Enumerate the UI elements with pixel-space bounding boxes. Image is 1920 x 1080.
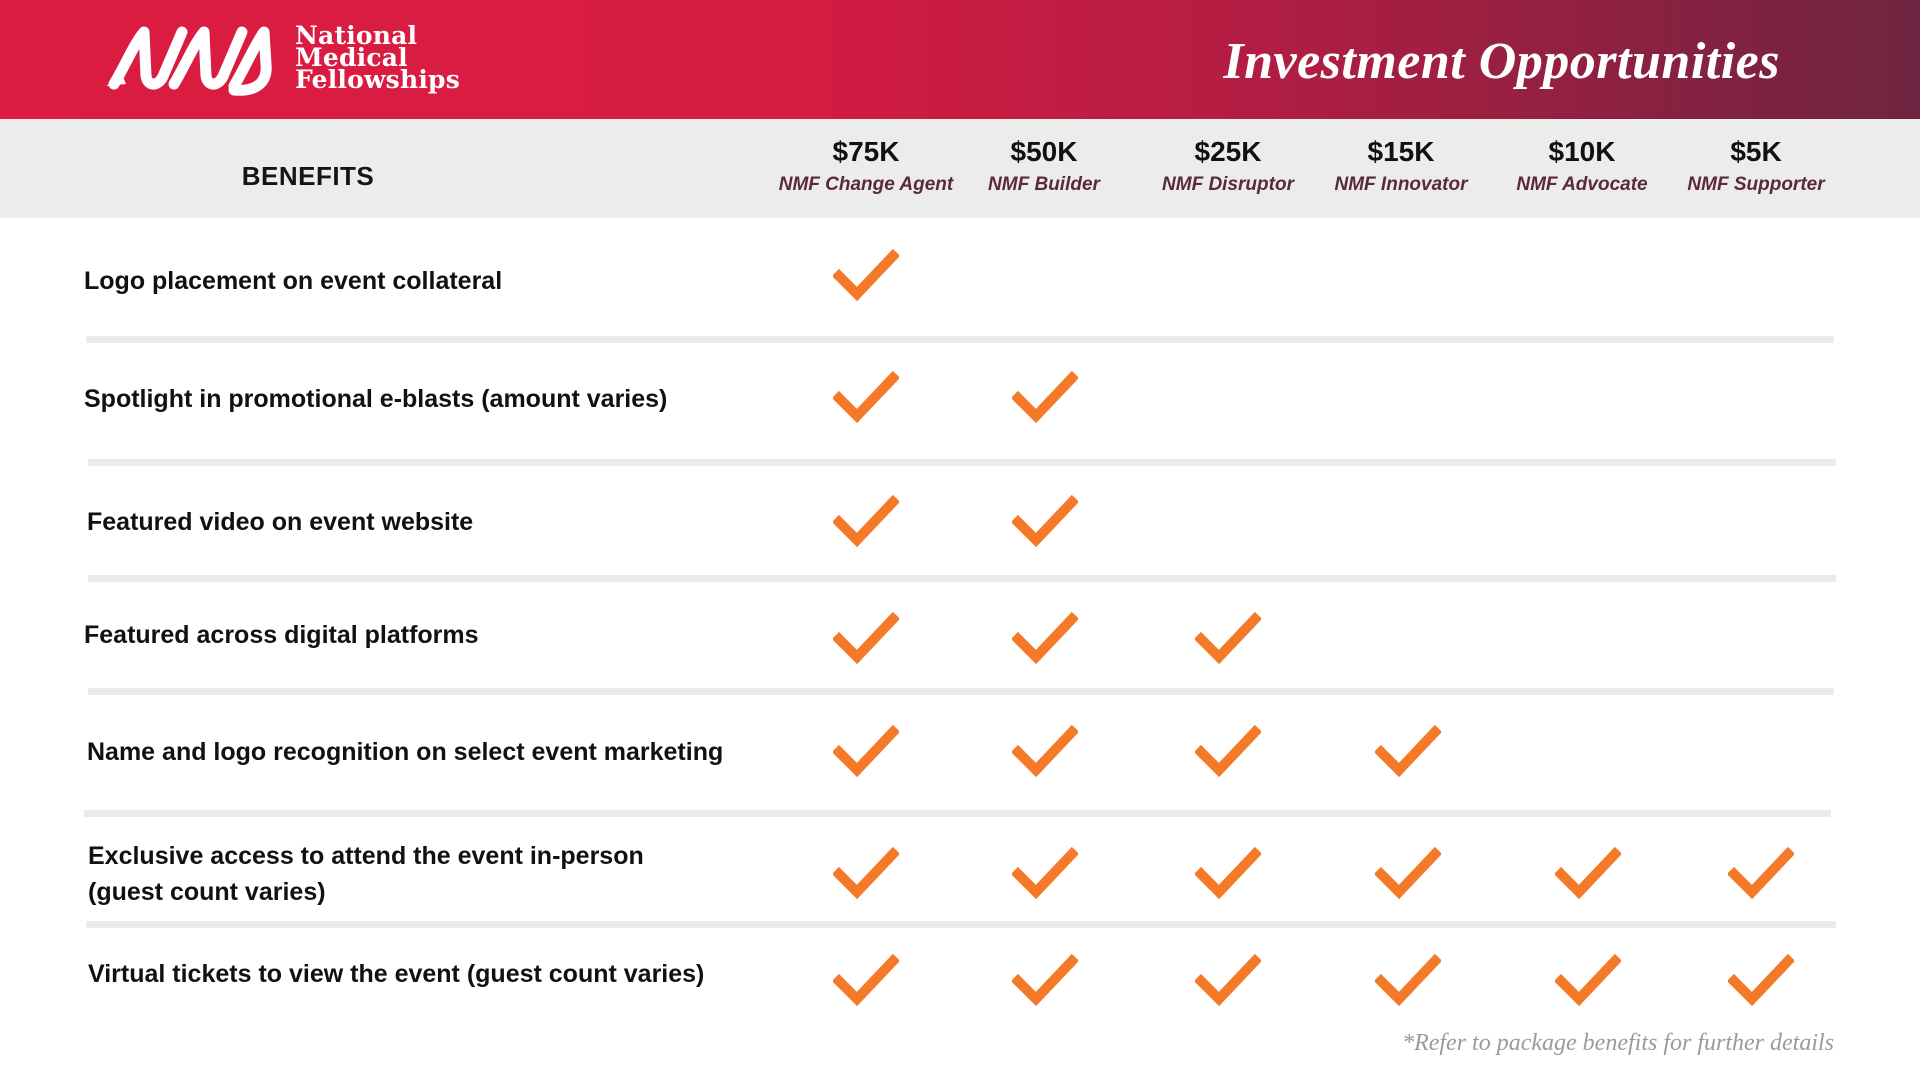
header-banner: National Medical Fellowships Investment … [0, 0, 1920, 119]
checkmark-icon [1375, 846, 1441, 900]
checkmark-icon [833, 724, 899, 778]
row-divider [86, 921, 1836, 928]
benefit-label-logo-placement: Logo placement on event collateral [84, 267, 503, 295]
tier-price: $10K [1548, 136, 1616, 167]
checkmark-icon [833, 248, 899, 302]
tier-header-50k: $50K NMF Builder [944, 135, 1144, 201]
checkmark-icon [833, 953, 899, 1007]
tier-price: $15K [1367, 136, 1435, 167]
tier-header-5k: $5K NMF Supporter [1656, 135, 1856, 201]
row-divider [88, 459, 1836, 466]
tier-header-15k: $15K NMF Innovator [1301, 135, 1501, 201]
nmf-logo-icon [106, 26, 272, 96]
row-divider [88, 688, 1834, 695]
page-title: Investment Opportunities [1223, 33, 1780, 90]
benefit-label-spotlight-eblasts: Spotlight in promotional e-blasts (amoun… [84, 385, 668, 413]
tier-name: NMF Builder [988, 174, 1100, 195]
checkmark-icon [1195, 724, 1261, 778]
logo-line-1: National [295, 21, 418, 50]
benefit-label-virtual-tickets: Virtual tickets to view the event (guest… [88, 960, 705, 988]
tier-name: NMF Change Agent [778, 174, 954, 195]
checkmark-icon [1375, 953, 1441, 1007]
benefit-label-digital-platforms: Featured across digital platforms [84, 621, 479, 649]
benefits-column-header: BENEFITS [241, 161, 375, 191]
benefit-label-featured-video: Featured video on event website [87, 508, 474, 536]
row-divider [88, 575, 1836, 582]
checkmark-icon [1195, 611, 1261, 665]
row-divider [84, 810, 1831, 817]
tier-name: NMF Supporter [1687, 174, 1825, 195]
tier-price: $25K [1194, 136, 1262, 167]
organization-name: National Medical Fellowships [295, 21, 460, 94]
checkmark-icon [1012, 370, 1078, 424]
logo-line-3: Fellowships [295, 65, 460, 94]
checkmark-icon [1375, 724, 1441, 778]
footnote: *Refer to package benefits for further d… [1402, 1030, 1834, 1056]
tier-name: NMF Advocate [1516, 174, 1648, 195]
checkmark-icon [1728, 846, 1794, 900]
checkmark-icon [1012, 953, 1078, 1007]
benefit-label-exclusive-access: Exclusive access to attend the event in-… [88, 842, 644, 870]
checkmark-icon [1555, 953, 1621, 1007]
checkmark-icon [1728, 953, 1794, 1007]
tier-header-10k: $10K NMF Advocate [1482, 135, 1682, 201]
logo-line-2: Medical [295, 43, 408, 72]
tier-header-75k: $75K NMF Change Agent [766, 135, 966, 201]
tier-header-25k: $25K NMF Disruptor [1128, 135, 1328, 201]
checkmark-icon [1012, 494, 1078, 548]
checkmark-icon [833, 494, 899, 548]
tier-name: NMF Innovator [1334, 174, 1468, 195]
tier-name: NMF Disruptor [1162, 174, 1294, 195]
benefit-label-name-logo-recognition: Name and logo recognition on select even… [87, 738, 724, 766]
checkmark-icon [833, 370, 899, 424]
benefit-label-exclusive-access-note: (guest count varies) [88, 878, 326, 906]
checkmark-icon [1012, 846, 1078, 900]
checkmark-icon [1555, 846, 1621, 900]
tier-price: $75K [832, 136, 900, 167]
checkmark-icon [833, 611, 899, 665]
checkmark-icon [1195, 953, 1261, 1007]
checkmark-icon [1012, 611, 1078, 665]
tier-price: $50K [1010, 136, 1078, 167]
checkmark-icon [1195, 846, 1261, 900]
checkmark-icon [1012, 724, 1078, 778]
row-divider [86, 336, 1834, 343]
checkmark-icon [833, 846, 899, 900]
tier-header-row: BENEFITS $75K NMF Change Agent $50K NMF … [0, 119, 1920, 218]
tier-price: $5K [1730, 136, 1782, 167]
